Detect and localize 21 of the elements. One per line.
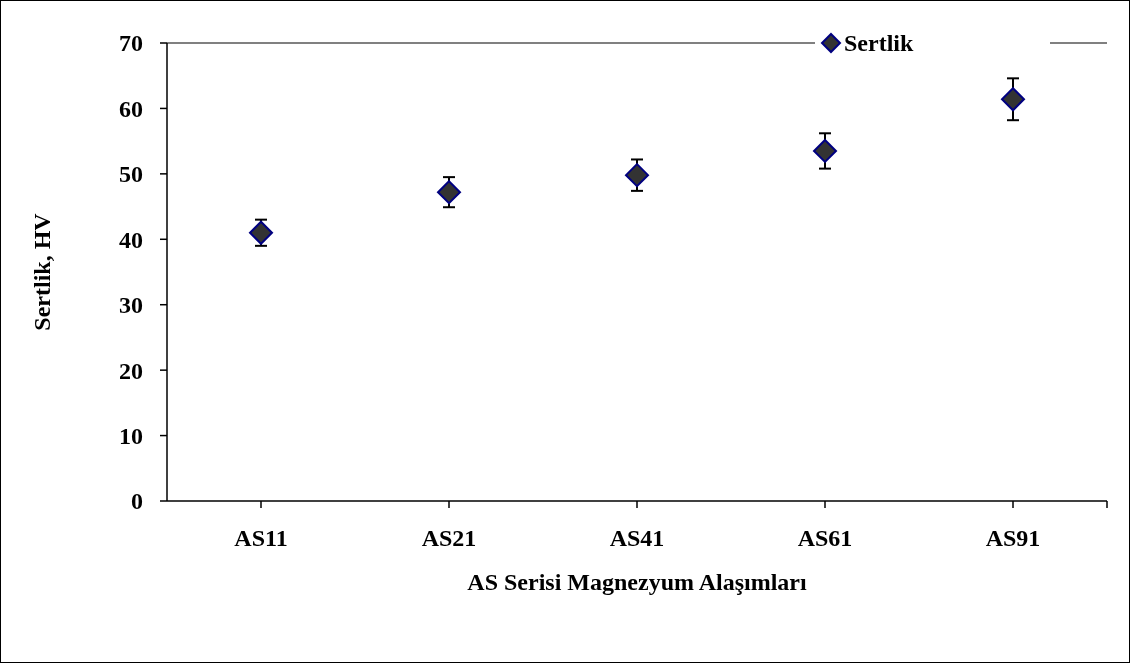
x-axis-title: AS Serisi Magnezyum Alaşımları [467,569,807,595]
point [625,163,649,188]
y-tick-label: 40 [119,226,143,253]
x-tick-label: AS21 [421,525,477,551]
y-tick-label: 10 [119,422,143,449]
point [249,220,273,245]
legend-label: Sertlik [844,30,914,57]
point [813,138,837,163]
x-tick-label: AS91 [985,525,1041,551]
y-tick-label: 60 [119,95,143,122]
y-tick-label: 0 [131,488,143,515]
point [1001,87,1025,112]
y-tick-label: 20 [119,357,143,384]
y-tick-label: 30 [119,292,143,319]
y-axis-title: Sertlik, HV [29,212,55,331]
x-tick-label: AS11 [234,525,288,551]
y-tick-label: 50 [119,161,143,188]
x-tick-label: AS41 [609,525,665,551]
y-tick-label: 70 [119,30,143,57]
point [437,180,461,205]
x-tick-label: AS61 [797,525,853,551]
